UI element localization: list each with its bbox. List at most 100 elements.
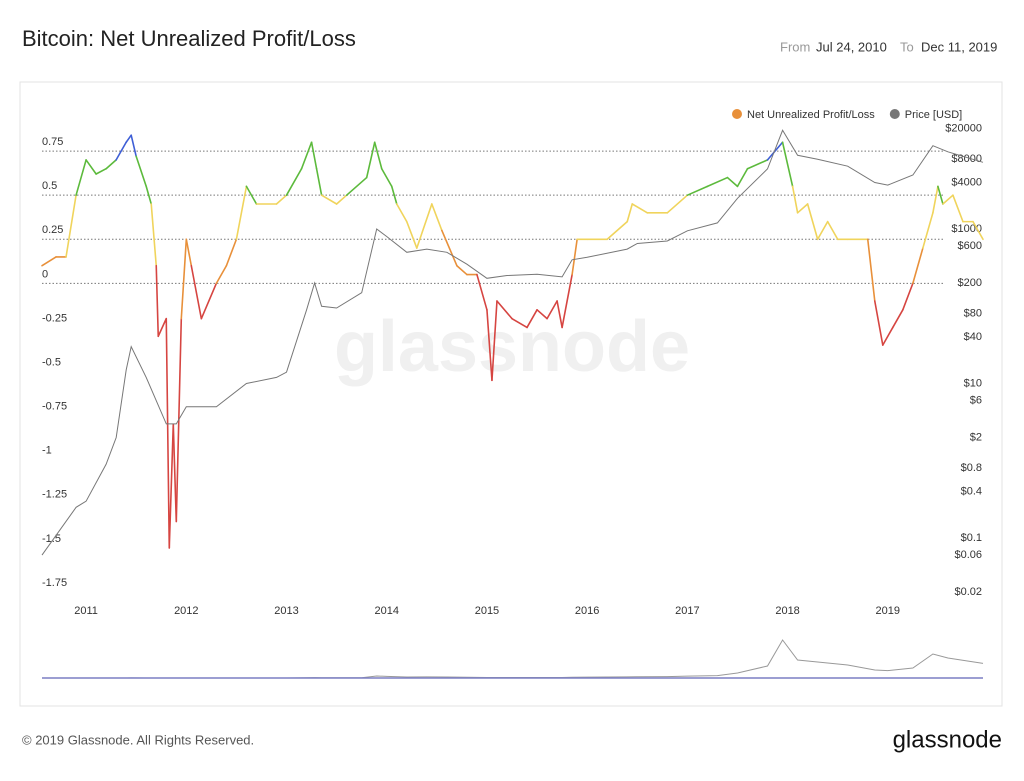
nupl-segment xyxy=(172,423,178,523)
y2-tick-label: $8000 xyxy=(951,153,982,165)
nupl-segment xyxy=(145,185,153,205)
nupl-segment xyxy=(390,185,398,205)
nupl-segment xyxy=(736,167,749,188)
y-tick-label: 0.5 xyxy=(42,180,57,192)
y2-tick-label: $40 xyxy=(964,331,982,343)
y2-tick-label: $20000 xyxy=(945,122,982,134)
nupl-segment xyxy=(952,194,964,223)
legend-marker xyxy=(732,109,742,119)
nupl-segment xyxy=(972,220,984,241)
nupl-segment xyxy=(666,194,689,214)
y-tick-label: -0.5 xyxy=(42,356,61,368)
nupl-segment xyxy=(115,141,127,161)
y2-tick-label: $0.02 xyxy=(954,586,982,598)
nupl-segment xyxy=(150,203,158,267)
y2-tick-label: $0.1 xyxy=(961,532,982,544)
chart-title: Bitcoin: Net Unrealized Profit/Loss xyxy=(22,26,356,51)
range-to: Dec 11, 2019 xyxy=(921,39,997,54)
nupl-segment xyxy=(561,273,573,329)
y2-tick-label: $6 xyxy=(970,395,982,407)
range-from-label: From xyxy=(780,39,810,54)
nupl-segment xyxy=(285,167,303,196)
y2-tick-label: $0.06 xyxy=(954,549,982,561)
y2-tick-label: $80 xyxy=(964,308,982,320)
nupl-segment xyxy=(626,203,634,223)
nupl-segment xyxy=(441,229,458,267)
legend-label: Price [USD] xyxy=(905,109,962,121)
y-tick-label: -0.75 xyxy=(42,401,67,413)
nupl-segment xyxy=(546,300,558,320)
nupl-segment xyxy=(686,185,709,196)
nupl-segment xyxy=(373,141,383,170)
range-to-label: To xyxy=(900,39,914,54)
legend-label: Net Unrealized Profit/Loss xyxy=(747,109,875,121)
range-from: Jul 24, 2010 xyxy=(816,39,887,54)
logo: glassnode xyxy=(893,726,1002,753)
nupl-segment xyxy=(235,185,248,241)
x-tick-label: 2013 xyxy=(274,605,298,617)
nupl-segment xyxy=(942,194,954,205)
y-tick-label: -1.5 xyxy=(42,533,61,545)
nupl-segment xyxy=(706,176,729,188)
nupl-segment xyxy=(873,300,884,346)
legend-marker xyxy=(889,109,900,119)
nupl-segment xyxy=(781,141,794,188)
nupl-segment xyxy=(571,238,578,276)
y2-tick-label: $10 xyxy=(964,377,982,389)
nupl-segment xyxy=(155,264,160,338)
nupl-segment xyxy=(225,238,238,267)
nupl-segment xyxy=(826,220,839,241)
nupl-segment xyxy=(215,264,228,285)
nupl-segment xyxy=(912,247,924,285)
nupl-segment xyxy=(85,159,97,175)
nupl-segment xyxy=(892,309,904,329)
nupl-segment xyxy=(606,220,629,241)
y2-tick-label: $0.8 xyxy=(961,462,982,474)
nupl-segment xyxy=(932,185,939,214)
nupl-segment xyxy=(746,159,769,170)
nupl-segment xyxy=(881,326,894,346)
x-tick-label: 2012 xyxy=(174,605,198,617)
x-tick-label: 2019 xyxy=(876,605,900,617)
nupl-segment xyxy=(245,185,258,205)
nupl-segment xyxy=(631,203,649,214)
nupl-segment xyxy=(125,134,132,144)
nupl-segment xyxy=(476,273,488,311)
y-tick-label: 0.75 xyxy=(42,136,63,148)
navigator-line xyxy=(42,639,984,679)
price-line xyxy=(41,129,984,556)
nupl-segment xyxy=(536,309,548,320)
nupl-segment xyxy=(275,194,288,205)
nupl-segment xyxy=(65,194,77,258)
nupl-segment xyxy=(556,300,563,329)
nupl-segment xyxy=(726,176,739,188)
nupl-segment xyxy=(300,141,313,170)
nupl-segment xyxy=(766,141,784,161)
nupl-segment xyxy=(937,185,944,205)
nupl-segment xyxy=(526,309,538,329)
nupl-segment xyxy=(395,203,408,223)
nupl-segment xyxy=(380,167,393,188)
nupl-segment xyxy=(200,282,218,320)
x-tick-label: 2017 xyxy=(675,605,699,617)
y-tick-label: -1.75 xyxy=(42,577,67,589)
nupl-segment xyxy=(816,220,829,241)
nupl-segment xyxy=(496,300,513,320)
x-tick-label: 2016 xyxy=(575,605,599,617)
nupl-segment xyxy=(105,159,117,170)
nupl-segment xyxy=(491,300,498,382)
nupl-segment xyxy=(157,317,168,338)
nupl-segment xyxy=(806,203,819,241)
nupl-segment xyxy=(41,256,57,267)
nupl-segment xyxy=(511,317,528,329)
nupl-segment xyxy=(791,185,799,214)
nupl-segment xyxy=(335,194,348,205)
footer: © 2019 Glassnode. All Rights Reserved. xyxy=(22,732,254,747)
y2-tick-label: $200 xyxy=(958,277,982,289)
y2-tick-label: $2 xyxy=(970,431,982,443)
x-tick-label: 2011 xyxy=(74,605,98,617)
y2-tick-label: $0.4 xyxy=(961,485,982,497)
nupl-segment xyxy=(185,238,193,267)
y-tick-label: -0.25 xyxy=(42,312,67,324)
